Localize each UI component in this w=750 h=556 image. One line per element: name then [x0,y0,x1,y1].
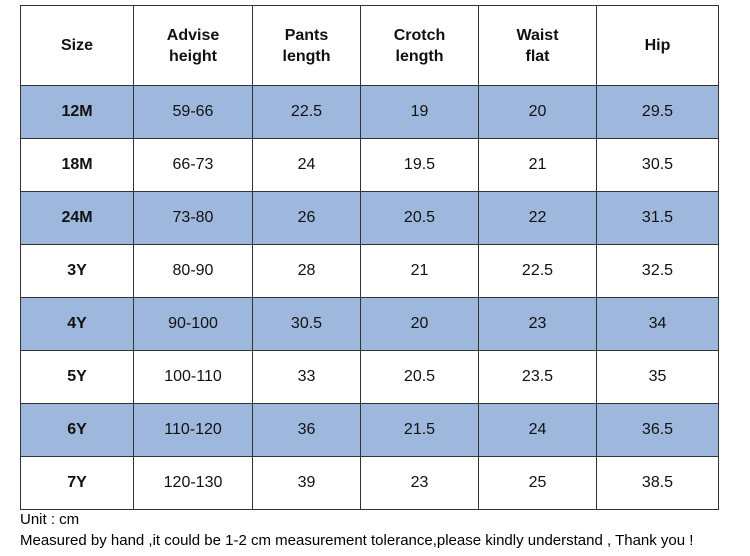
table-cell: 21.5 [360,403,479,457]
table-cell: 110-120 [133,403,253,457]
table-cell: 33 [252,350,361,404]
table-cell: 22 [478,191,597,245]
table-cell: 90-100 [133,297,253,351]
size-cell: 12M [20,85,134,139]
table-cell: 22.5 [252,85,361,139]
column-header: Pants length [252,5,361,86]
table-cell: 80-90 [133,244,253,298]
table-cell: 30.5 [596,138,719,192]
column-header: Size [20,5,134,86]
size-cell: 3Y [20,244,134,298]
size-cell: 6Y [20,403,134,457]
table-row: 4Y 90-100 30.5 20 23 34 [20,297,719,351]
table-cell: 23 [478,297,597,351]
size-cell: 5Y [20,350,134,404]
table-cell: 36 [252,403,361,457]
table-cell: 59-66 [133,85,253,139]
table-cell: 66-73 [133,138,253,192]
table-cell: 29.5 [596,85,719,139]
table-cell: 30.5 [252,297,361,351]
table-cell: 36.5 [596,403,719,457]
table-row: 6Y 110-120 36 21.5 24 36.5 [20,403,719,457]
table-cell: 120-130 [133,456,253,510]
table-cell: 24 [478,403,597,457]
notes: Unit : cm Measured by hand ,it could be … [20,509,693,551]
table-cell: 19.5 [360,138,479,192]
table-cell: 38.5 [596,456,719,510]
table-row: 3Y 80-90 28 21 22.5 32.5 [20,244,719,298]
size-cell: 4Y [20,297,134,351]
size-cell: 24M [20,191,134,245]
table-cell: 34 [596,297,719,351]
table-cell: 39 [252,456,361,510]
table-row: 5Y 100-110 33 20.5 23.5 35 [20,350,719,404]
table-row: 18M 66-73 24 19.5 21 30.5 [20,138,719,192]
table-cell: 26 [252,191,361,245]
column-header: Hip [596,5,719,86]
table-cell: 20 [478,85,597,139]
table-cell: 31.5 [596,191,719,245]
table-cell: 21 [360,244,479,298]
table-cell: 22.5 [478,244,597,298]
size-cell: 7Y [20,456,134,510]
column-header: Waist flat [478,5,597,86]
table-cell: 23 [360,456,479,510]
table-cell: 20.5 [360,191,479,245]
table-row: 12M 59-66 22.5 19 20 29.5 [20,85,719,139]
table-cell: 25 [478,456,597,510]
table-cell: 20 [360,297,479,351]
table-cell: 100-110 [133,350,253,404]
header-row: Size Advise height Pants length Crotch leng… [20,5,719,86]
table-cell: 21 [478,138,597,192]
tolerance-note: Measured by hand ,it could be 1-2 cm mea… [20,532,694,549]
table-cell: 20.5 [360,350,479,404]
table-cell: 35 [596,350,719,404]
table-cell: 73-80 [133,191,253,245]
table-row: 24M 73-80 26 20.5 22 31.5 [20,191,719,245]
column-header: Crotch length [360,5,479,86]
table-cell: 24 [252,138,361,192]
size-table: Size Advise height Pants length Crotch leng… [20,5,719,510]
column-header: Advise height [133,5,253,86]
table-body: 12M 59-66 22.5 19 20 29.5 18M 66-73 24 19.5 21 30.5… [20,85,719,510]
table-cell: 32.5 [596,244,719,298]
size-cell: 18M [20,138,134,192]
table-row: 7Y 120-130 39 23 25 38.5 [20,456,719,510]
table-cell: 23.5 [478,350,597,404]
unit-note: Unit : cm [20,511,80,528]
table-cell: 19 [360,85,479,139]
table-cell: 28 [252,244,361,298]
